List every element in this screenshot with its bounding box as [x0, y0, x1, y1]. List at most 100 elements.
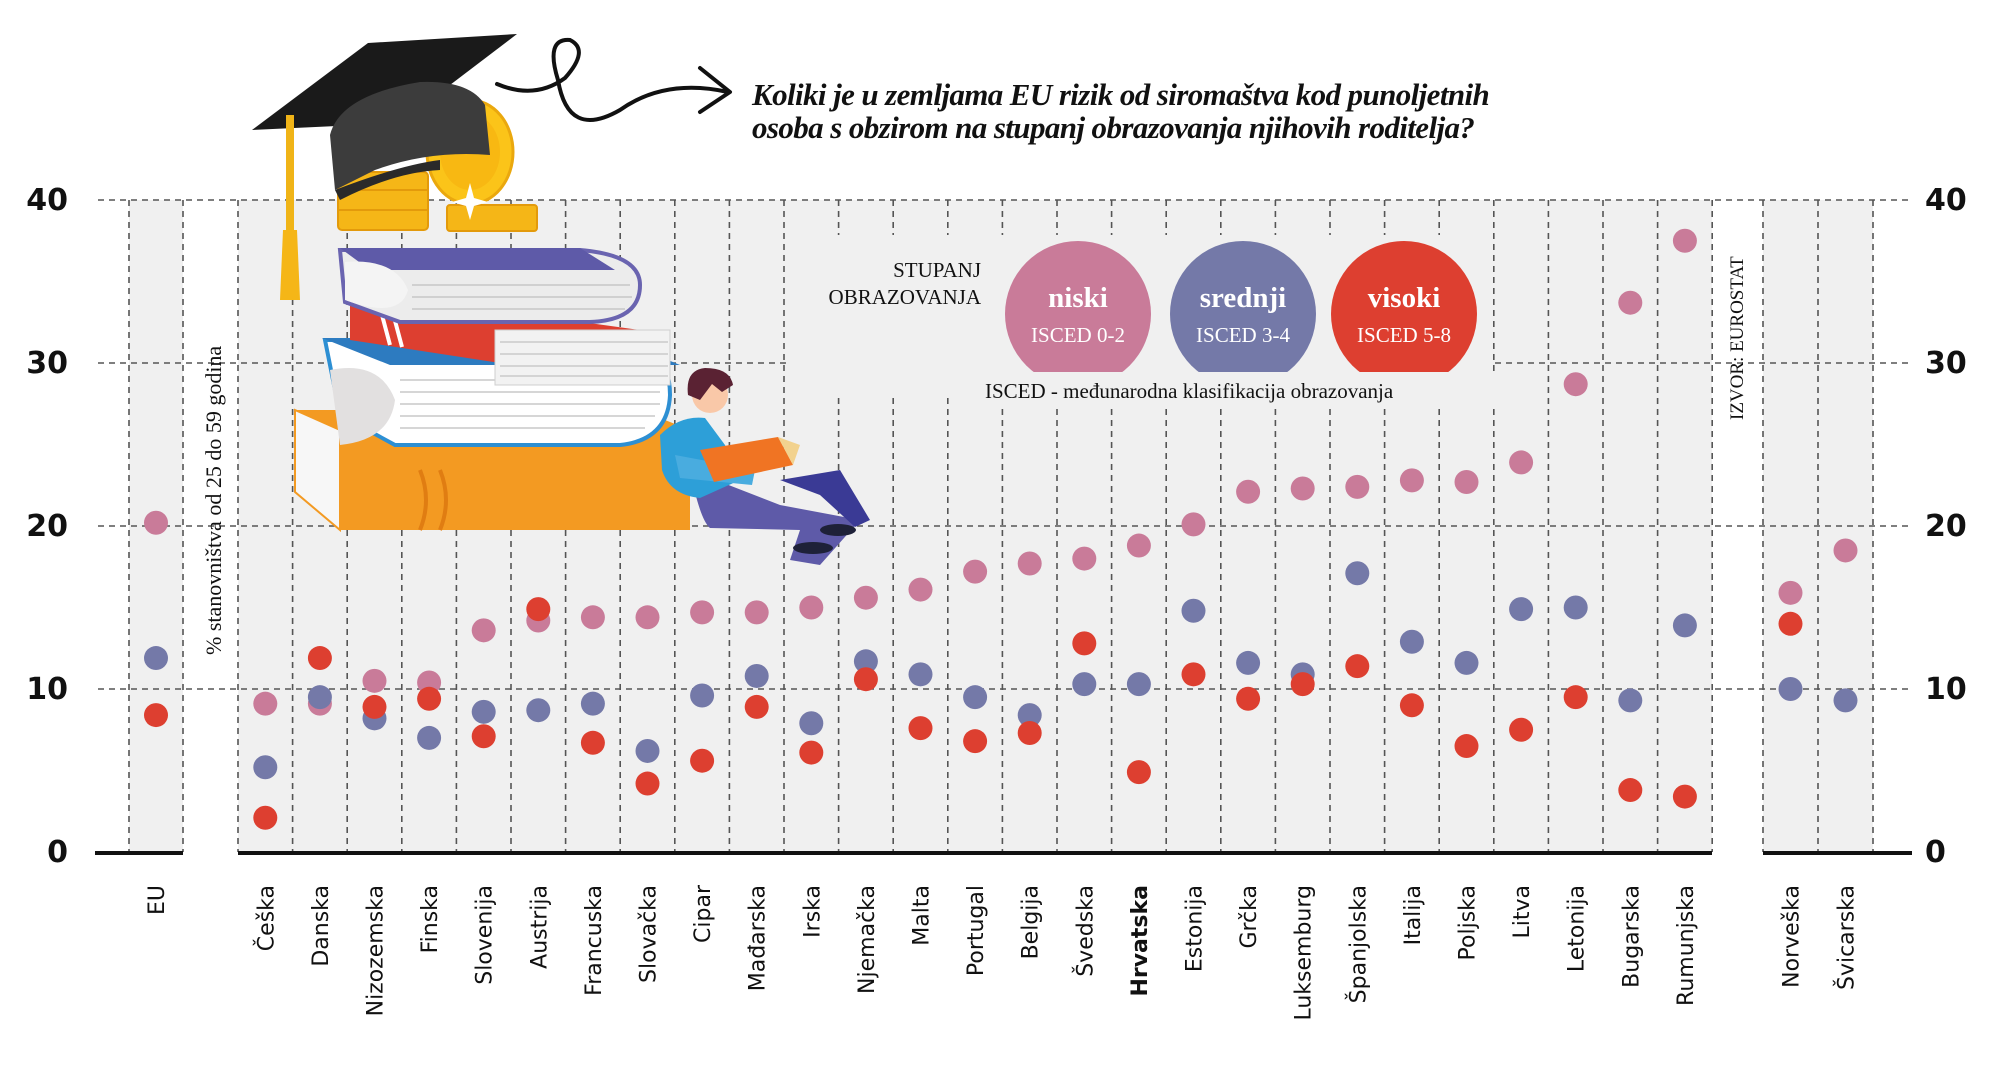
x-tick-label: Nizozemska — [364, 885, 389, 1016]
data-point-visoki — [1454, 734, 1479, 759]
x-tick-label: Letonija — [1565, 885, 1590, 972]
y-ticks-left: 0 10 20 30 40 — [26, 183, 68, 870]
x-tick-label: Portugal — [964, 885, 989, 976]
isced-note: ISCED - međunarodna klasifikacija obrazo… — [985, 379, 1394, 403]
series-niski — [144, 228, 1858, 716]
data-point-srednji — [1563, 595, 1588, 620]
data-point-visoki — [307, 646, 332, 671]
data-point-srednji — [635, 738, 660, 763]
legend-swatch — [1170, 241, 1316, 387]
data-point-niski — [1072, 546, 1097, 571]
data-point-srednji — [580, 691, 605, 716]
data-points — [144, 228, 1858, 830]
x-tick-label: Španjolska — [1345, 885, 1371, 1003]
data-point-niski — [1563, 372, 1588, 397]
data-point-niski — [853, 585, 878, 610]
x-tick-label: Litva — [1510, 885, 1535, 939]
y-tick-label-left: 0 — [47, 835, 68, 870]
data-point-niski — [908, 577, 933, 602]
y-tick-label-right: 20 — [1925, 509, 1967, 544]
data-point-niski — [1345, 474, 1370, 499]
data-point-srednji — [1672, 613, 1697, 638]
data-point-niski — [580, 605, 605, 630]
data-point-niski — [963, 559, 988, 584]
data-point-srednji — [1454, 650, 1479, 675]
y-axis-label: % stanovništva od 25 do 59 godina — [201, 346, 226, 655]
data-point-srednji — [1509, 597, 1534, 622]
data-point-visoki — [253, 805, 278, 830]
legend-label: srednji — [1200, 282, 1286, 314]
y-tick-label-left: 20 — [26, 509, 68, 544]
data-point-srednji — [799, 711, 824, 736]
y-tick-label-left: 40 — [26, 183, 68, 218]
data-point-srednji — [1126, 672, 1151, 697]
data-point-visoki — [1072, 631, 1097, 656]
data-point-niski — [1509, 450, 1534, 475]
data-point-visoki — [144, 703, 168, 728]
gridlines — [98, 199, 1910, 852]
data-point-niski — [1181, 512, 1206, 537]
data-point-niski — [1833, 538, 1858, 563]
data-point-visoki — [963, 729, 988, 754]
x-tick-label: Finska — [418, 885, 443, 953]
x-tick-label: Norveška — [1780, 885, 1805, 988]
x-tick-label: Danska — [309, 885, 334, 967]
data-point-visoki — [1290, 672, 1315, 697]
y-tick-label-right: 30 — [1925, 346, 1967, 381]
data-point-visoki — [1017, 721, 1042, 746]
data-point-visoki — [744, 694, 769, 719]
data-point-srednji — [144, 646, 168, 671]
data-point-srednji — [526, 698, 551, 723]
data-point-visoki — [1399, 693, 1424, 718]
curly-arrow-icon — [495, 37, 730, 122]
data-point-srednji — [1236, 650, 1261, 675]
x-tick-label: Slovačka — [637, 885, 662, 983]
data-point-srednji — [1072, 672, 1097, 697]
legend-sublabel: ISCED 3-4 — [1196, 323, 1290, 347]
source-label: IZVOR: EUROSTAT — [1727, 256, 1748, 420]
isced-note-background — [978, 372, 1538, 408]
data-point-niski — [471, 618, 496, 643]
data-point-srednji — [853, 649, 878, 674]
data-point-visoki — [1672, 784, 1697, 809]
x-tick-label: Bugarska — [1619, 885, 1644, 988]
x-tick-label: Grčka — [1237, 885, 1262, 949]
data-point-niski — [1778, 580, 1803, 605]
x-tick-label: Hrvatska — [1128, 885, 1153, 997]
arrow-head-icon — [698, 66, 732, 114]
series-srednji — [144, 561, 1858, 780]
legend-sublabel: ISCED 5-8 — [1357, 323, 1451, 347]
x-tick-label: Švicarska — [1834, 885, 1860, 990]
x-tick-label: Estonija — [1183, 885, 1208, 972]
legend-item-srednji: srednji ISCED 3-4 — [1170, 241, 1316, 387]
x-tick-label: Austrija — [527, 885, 552, 969]
data-point-srednji — [908, 662, 933, 687]
data-point-niski — [144, 510, 168, 535]
data-point-niski — [253, 691, 278, 716]
x-tick-label: Irska — [800, 885, 825, 938]
graduation-cap-icon — [252, 34, 517, 300]
data-point-srednji — [1399, 629, 1424, 654]
data-point-visoki — [1345, 654, 1370, 679]
x-tick-label: Njemačka — [855, 885, 880, 994]
x-tick-label: Švedska — [1072, 885, 1098, 977]
data-point-visoki — [1778, 611, 1803, 636]
data-point-srednji — [417, 725, 442, 750]
y-tick-label-right: 10 — [1925, 672, 1967, 707]
x-tick-label: EU — [145, 885, 170, 915]
data-point-visoki — [580, 730, 605, 755]
data-point-niski — [635, 605, 660, 630]
y-ticks-right: 0 10 20 30 40 — [1925, 183, 1967, 870]
data-point-niski — [1236, 479, 1261, 504]
legend-item-niski: niski ISCED 0-2 — [1005, 241, 1151, 387]
data-point-srednji — [1778, 677, 1803, 701]
x-tick-label: Belgija — [1019, 885, 1044, 959]
data-point-niski — [799, 595, 824, 620]
chart-title: Koliki je u zemljama EU rizik od siromaš… — [752, 78, 1752, 144]
data-point-niski — [1618, 290, 1643, 315]
purple-book-icon — [337, 248, 643, 324]
y-tick-label-left: 10 — [26, 672, 68, 707]
data-point-niski — [1454, 469, 1479, 494]
x-tick-label: Francuska — [582, 885, 607, 996]
